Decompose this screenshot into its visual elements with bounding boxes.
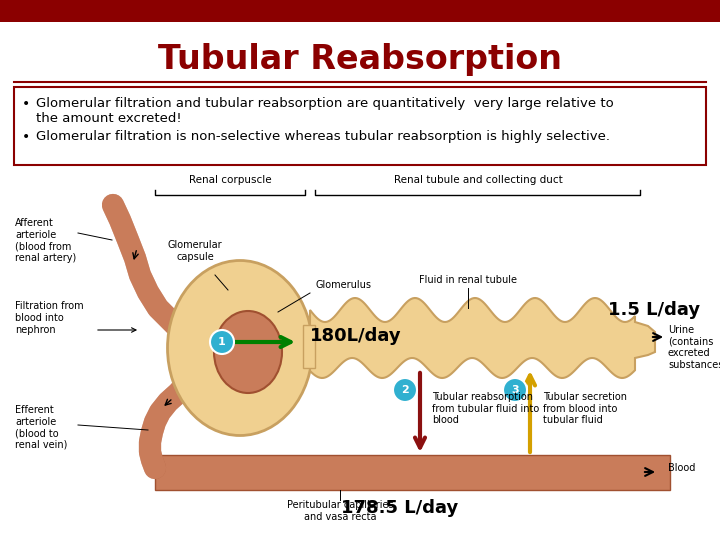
Text: 1: 1 xyxy=(218,337,226,347)
Text: •: • xyxy=(22,97,30,111)
Text: Tubular reabsorption
from tubular fluid into
blood: Tubular reabsorption from tubular fluid … xyxy=(432,392,539,425)
Text: Tubular secretion
from blood into
tubular fluid: Tubular secretion from blood into tubula… xyxy=(543,392,627,425)
Text: Urine
(contains
excreted
substances): Urine (contains excreted substances) xyxy=(668,325,720,370)
Bar xyxy=(14,87,706,165)
Text: 180L/day: 180L/day xyxy=(310,327,402,345)
Ellipse shape xyxy=(214,311,282,393)
Text: 178.5 L/day: 178.5 L/day xyxy=(341,499,459,517)
Text: 1.5 L/day: 1.5 L/day xyxy=(608,301,700,319)
Text: 3: 3 xyxy=(511,385,519,395)
Text: Glomerulus: Glomerulus xyxy=(315,280,371,290)
Bar xyxy=(0,0,720,22)
Text: Renal corpuscle: Renal corpuscle xyxy=(189,175,271,185)
Circle shape xyxy=(503,378,527,402)
Circle shape xyxy=(393,378,417,402)
Text: Filtration from
blood into
nephron: Filtration from blood into nephron xyxy=(15,301,84,335)
Text: the amount excreted!: the amount excreted! xyxy=(36,112,181,125)
Polygon shape xyxy=(303,325,315,368)
Text: Glomerular filtration is non-selective whereas tubular reabsorption is highly se: Glomerular filtration is non-selective w… xyxy=(36,130,610,143)
Ellipse shape xyxy=(168,260,312,435)
Text: Peritubular capillaries
and vasa recta: Peritubular capillaries and vasa recta xyxy=(287,500,393,522)
Bar xyxy=(155,455,670,490)
Text: Blood: Blood xyxy=(668,463,696,473)
Circle shape xyxy=(210,330,234,354)
Text: Glomerular filtration and tubular reabsorption are quantitatively  very large re: Glomerular filtration and tubular reabso… xyxy=(36,97,613,110)
Text: Glomerular
capsule: Glomerular capsule xyxy=(168,240,222,262)
Text: Tubular Reabsorption: Tubular Reabsorption xyxy=(158,44,562,77)
Text: Renal tubule and collecting duct: Renal tubule and collecting duct xyxy=(394,175,562,185)
Text: Fluid in renal tubule: Fluid in renal tubule xyxy=(419,275,517,285)
Text: •: • xyxy=(22,130,30,144)
Text: 2: 2 xyxy=(401,385,409,395)
Text: Afferent
arteriole
(blood from
renal artery): Afferent arteriole (blood from renal art… xyxy=(15,218,76,263)
Text: Efferent
arteriole
(blood to
renal vein): Efferent arteriole (blood to renal vein) xyxy=(15,405,68,450)
Polygon shape xyxy=(310,298,655,378)
